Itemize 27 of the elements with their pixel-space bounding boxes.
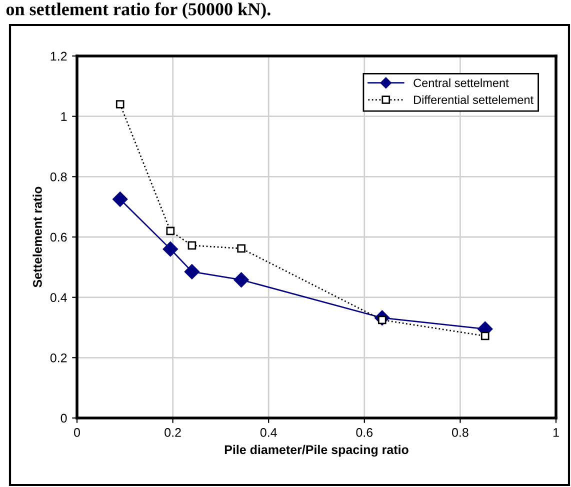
point	[188, 241, 196, 250]
x-axis-title: Pile diameter/Pile spacing ratio	[224, 444, 408, 457]
y-tick-label: 0.6	[50, 232, 67, 242]
x-tick-label: 0.6	[356, 428, 373, 437]
point	[234, 272, 249, 288]
x-tick-label: 1	[553, 428, 559, 437]
text: on settlement ratio for (50000 kN).	[6, 2, 270, 19]
point	[237, 244, 246, 253]
point	[184, 264, 200, 280]
point	[480, 332, 490, 340]
y-tick-label: 0.2	[50, 353, 67, 362]
y-tick-label: 1.2	[50, 52, 67, 61]
x-tick-label: 0.8	[452, 428, 468, 437]
x-tick-label: 0.2	[164, 428, 181, 437]
legend-label: Central settelment	[414, 78, 509, 88]
y-tick-label: 0	[60, 414, 67, 423]
y-tick-label: 0.4	[50, 293, 67, 302]
point	[116, 100, 124, 108]
point	[112, 192, 128, 207]
legend-label: Differential settelement	[414, 95, 534, 104]
x-tick-label: 0	[74, 428, 80, 437]
x-tick-label: 0.4	[260, 428, 277, 437]
y-tick-label: 1	[61, 112, 67, 121]
point	[166, 226, 175, 236]
y-tick-label: 0.8	[50, 172, 67, 182]
point	[162, 241, 178, 257]
y-axis-title: Settelement ratio	[32, 186, 42, 288]
